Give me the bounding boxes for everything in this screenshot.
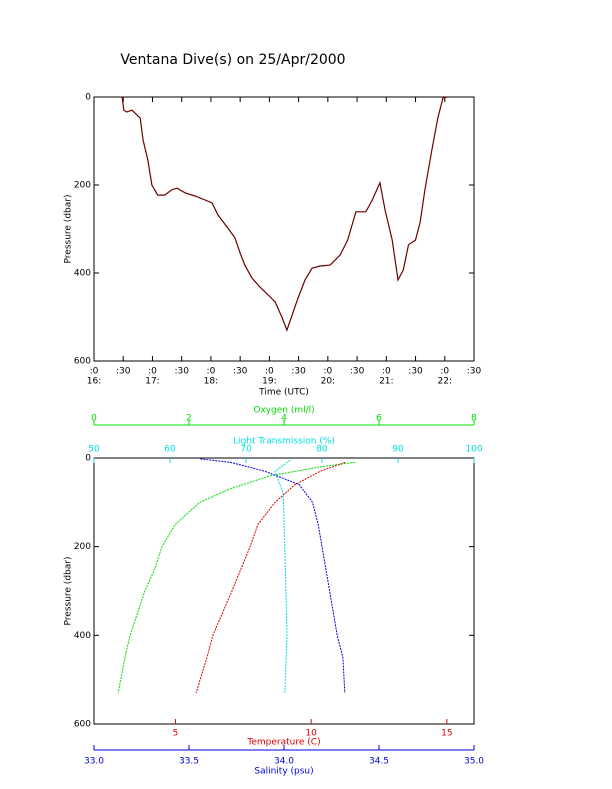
x-hour-label: 18: bbox=[204, 377, 218, 387]
dive-line bbox=[121, 96, 448, 332]
x-tick-label: :30 bbox=[467, 367, 482, 377]
x-tick-label: 2 bbox=[186, 414, 192, 424]
x-tick-label: 33.5 bbox=[179, 757, 199, 767]
profile-line bbox=[274, 459, 291, 694]
x-hour-label: 19: bbox=[262, 377, 276, 387]
x-tick-label: :0 bbox=[440, 367, 449, 377]
y-tick-label: 200 bbox=[74, 181, 91, 191]
x-tick-label: :0 bbox=[265, 367, 274, 377]
x-tick-label: 34.0 bbox=[274, 757, 294, 767]
x-hour-label: 17: bbox=[145, 377, 159, 387]
x-tick-label: :30 bbox=[174, 367, 189, 377]
x-tick-label: 34.5 bbox=[369, 757, 389, 767]
x-tick-label: 35.0 bbox=[464, 757, 484, 767]
y-tick-label: 600 bbox=[74, 357, 91, 367]
x-tick-label: 33.0 bbox=[84, 757, 104, 767]
x-tick-label: 60 bbox=[164, 445, 176, 455]
x-tick-label: 10 bbox=[305, 729, 317, 739]
y-axis-label: Pressure (dbar) bbox=[64, 557, 74, 626]
x-tick-label: :30 bbox=[291, 367, 306, 377]
plot-frame bbox=[93, 96, 475, 362]
profile-line bbox=[195, 461, 346, 694]
y-tick-label: 600 bbox=[74, 720, 91, 730]
x-hour-label: 16: bbox=[87, 377, 101, 387]
x-tick-label: :0 bbox=[323, 367, 332, 377]
x-tick-label: 50 bbox=[88, 445, 100, 455]
x-tick-label: :0 bbox=[90, 367, 99, 377]
x-tick-label: 4 bbox=[281, 414, 287, 424]
x-tick-label: :0 bbox=[207, 367, 216, 377]
x-hour-label: 22: bbox=[438, 377, 452, 387]
x-axis-label: Oxygen (ml/l) bbox=[253, 406, 314, 416]
x-tick-label: :30 bbox=[408, 367, 423, 377]
x-tick-label: 90 bbox=[392, 445, 404, 455]
x-tick-label: 80 bbox=[316, 445, 328, 455]
y-tick-label: 0 bbox=[85, 93, 91, 103]
y-axis-label: Pressure (dbar) bbox=[64, 195, 74, 264]
x-hour-label: 20: bbox=[321, 377, 335, 387]
x-tick-label: :0 bbox=[148, 367, 157, 377]
x-axis-label: Salinity (psu) bbox=[254, 767, 313, 777]
x-tick-label: 8 bbox=[471, 414, 477, 424]
profile-line bbox=[200, 458, 346, 694]
x-tick-label: 0 bbox=[91, 414, 97, 424]
chart-title: Ventana Dive(s) on 25/Apr/2000 bbox=[120, 52, 345, 68]
x-tick-label: :30 bbox=[116, 367, 131, 377]
y-tick-label: 400 bbox=[74, 631, 91, 641]
x-tick-label: :0 bbox=[382, 367, 391, 377]
x-tick-label: 100 bbox=[465, 445, 482, 455]
y-tick-label: 0 bbox=[85, 454, 91, 464]
x-hour-label: 21: bbox=[379, 377, 393, 387]
x-tick-label: 15 bbox=[441, 729, 452, 739]
profile-line bbox=[117, 461, 355, 694]
y-tick-label: 200 bbox=[74, 542, 91, 552]
plot-frame bbox=[93, 457, 475, 725]
y-tick-label: 400 bbox=[74, 269, 91, 279]
x-axis-label: Temperature (C) bbox=[246, 738, 320, 748]
x-tick-label: 5 bbox=[173, 729, 179, 739]
x-axis-label: Light Transmission (%) bbox=[233, 437, 335, 447]
x-axis-label: Time (UTC) bbox=[258, 388, 309, 398]
x-tick-label: 6 bbox=[376, 414, 382, 424]
x-tick-label: :30 bbox=[233, 367, 248, 377]
x-tick-label: :30 bbox=[350, 367, 365, 377]
x-tick-label: 70 bbox=[240, 445, 252, 455]
